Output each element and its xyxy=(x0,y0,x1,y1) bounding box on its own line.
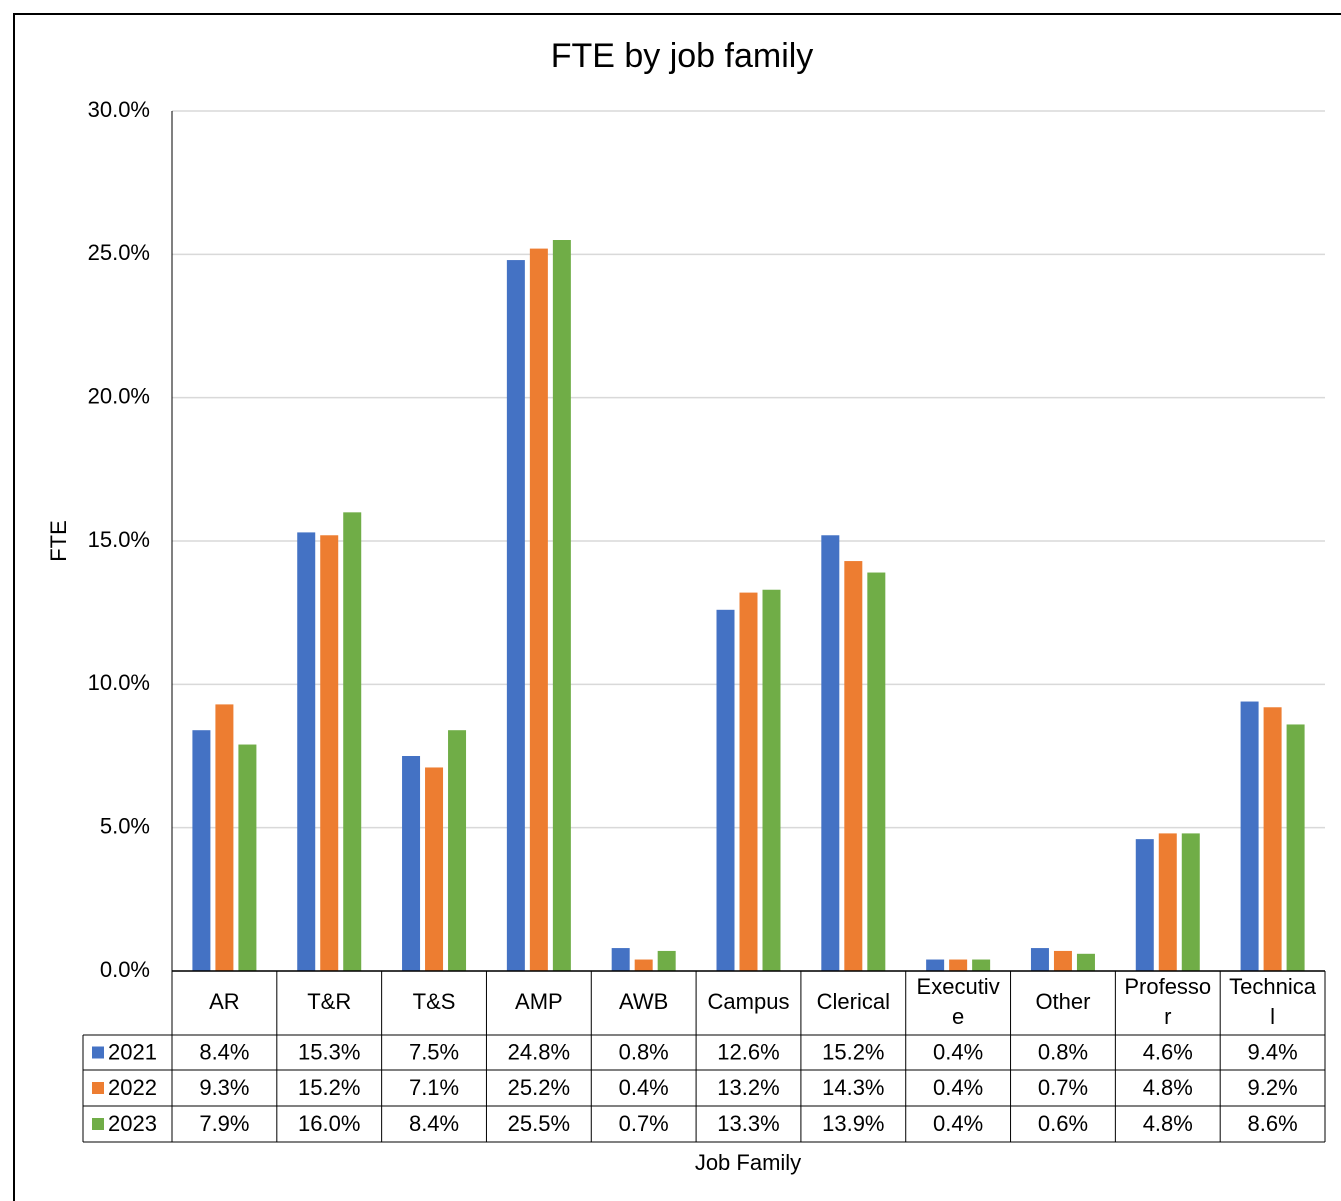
data-table-value: 15.2% xyxy=(822,1039,884,1064)
bar xyxy=(552,240,571,971)
bar xyxy=(1286,724,1305,971)
bar xyxy=(867,572,886,971)
bar xyxy=(402,756,421,971)
y-tick-label: 5.0% xyxy=(100,813,150,838)
bar xyxy=(1158,833,1177,971)
bar xyxy=(297,532,316,971)
bar xyxy=(949,959,968,971)
data-table-value: 9.3% xyxy=(199,1075,249,1100)
bar xyxy=(343,512,362,971)
legend-label: 2023 xyxy=(108,1111,157,1136)
data-table-value: 9.2% xyxy=(1248,1075,1298,1100)
bar xyxy=(1263,707,1282,971)
x-tick-label: AWB xyxy=(619,989,668,1014)
x-axis-label: Job Family xyxy=(695,1150,801,1175)
legend-label: 2022 xyxy=(108,1075,157,1100)
bar xyxy=(1030,948,1049,971)
y-tick-label: 20.0% xyxy=(88,383,150,408)
data-table-value: 25.5% xyxy=(508,1111,570,1136)
bar xyxy=(192,730,211,971)
data-table-value: 0.8% xyxy=(619,1039,669,1064)
legend-key xyxy=(92,1082,104,1094)
data-table-value: 8.4% xyxy=(199,1039,249,1064)
bar xyxy=(762,589,781,971)
data-table-value: 13.9% xyxy=(822,1111,884,1136)
data-table-value: 0.4% xyxy=(619,1075,669,1100)
data-table-value: 25.2% xyxy=(508,1075,570,1100)
y-tick-label: 0.0% xyxy=(100,957,150,982)
x-tick-label: AR xyxy=(209,989,240,1014)
y-tick-label: 10.0% xyxy=(88,670,150,695)
bar xyxy=(926,959,945,971)
bar xyxy=(739,592,758,971)
chart-border xyxy=(13,13,1341,1201)
bar xyxy=(238,744,257,971)
data-table-value: 0.7% xyxy=(1038,1075,1088,1100)
data-table-value: 7.9% xyxy=(199,1111,249,1136)
x-tick-label: Campus xyxy=(708,989,790,1014)
bar xyxy=(634,959,653,971)
x-tick-label: AMP xyxy=(515,989,563,1014)
data-table-value: 4.8% xyxy=(1143,1111,1193,1136)
data-table-value: 24.8% xyxy=(508,1039,570,1064)
bar xyxy=(1076,953,1095,971)
x-tick-label: Clerical xyxy=(817,989,890,1014)
bar xyxy=(716,609,735,971)
x-tick-label: Technica l xyxy=(1229,974,1317,1029)
bar xyxy=(1053,950,1072,971)
data-table-value: 13.2% xyxy=(717,1075,779,1100)
data-table-value: 14.3% xyxy=(822,1075,884,1100)
bar xyxy=(972,959,991,971)
bar xyxy=(657,950,676,971)
bar xyxy=(529,248,548,972)
bar xyxy=(611,948,630,971)
legend-key xyxy=(92,1118,104,1130)
chart-title: FTE by job family xyxy=(551,37,814,75)
x-tick-label: Other xyxy=(1035,989,1090,1014)
data-table-value: 15.3% xyxy=(298,1039,360,1064)
y-tick-label: 30.0% xyxy=(88,97,150,122)
y-tick-label: 25.0% xyxy=(88,240,150,265)
data-table-value: 0.4% xyxy=(933,1075,983,1100)
x-tick-label: T&S xyxy=(413,989,456,1014)
x-tick-label: Professo r xyxy=(1124,974,1211,1029)
bar xyxy=(448,730,467,971)
data-table-value: 15.2% xyxy=(298,1075,360,1100)
data-table-value: 0.4% xyxy=(933,1111,983,1136)
data-table-value: 9.4% xyxy=(1248,1039,1298,1064)
data-table-value: 0.7% xyxy=(619,1111,669,1136)
data-table-value: 8.4% xyxy=(409,1111,459,1136)
data-table-value: 13.3% xyxy=(717,1111,779,1136)
y-tick-label: 15.0% xyxy=(88,527,150,552)
x-tick-label: Executiv e xyxy=(917,974,1000,1029)
bar xyxy=(320,535,339,971)
data-table-value: 16.0% xyxy=(298,1111,360,1136)
bar xyxy=(1181,833,1200,971)
bar xyxy=(1135,839,1154,971)
data-table-value: 0.4% xyxy=(933,1039,983,1064)
data-table-value: 7.5% xyxy=(409,1039,459,1064)
data-table-value: 0.6% xyxy=(1038,1111,1088,1136)
legend-key xyxy=(92,1046,104,1059)
y-axis-label: FTE xyxy=(46,520,71,562)
data-table-value: 8.6% xyxy=(1248,1111,1298,1136)
bar xyxy=(821,535,840,971)
x-tick-label: T&R xyxy=(307,989,351,1014)
bar xyxy=(1240,701,1259,971)
data-table-value: 4.6% xyxy=(1143,1039,1193,1064)
bar xyxy=(506,260,525,972)
legend-label: 2021 xyxy=(108,1039,157,1064)
bar xyxy=(215,704,234,971)
bar xyxy=(425,767,444,971)
bar xyxy=(844,561,863,971)
data-table-value: 4.8% xyxy=(1143,1075,1193,1100)
data-table-value: 0.8% xyxy=(1038,1039,1088,1064)
data-table-value: 12.6% xyxy=(717,1039,779,1064)
data-table-value: 7.1% xyxy=(409,1075,459,1100)
